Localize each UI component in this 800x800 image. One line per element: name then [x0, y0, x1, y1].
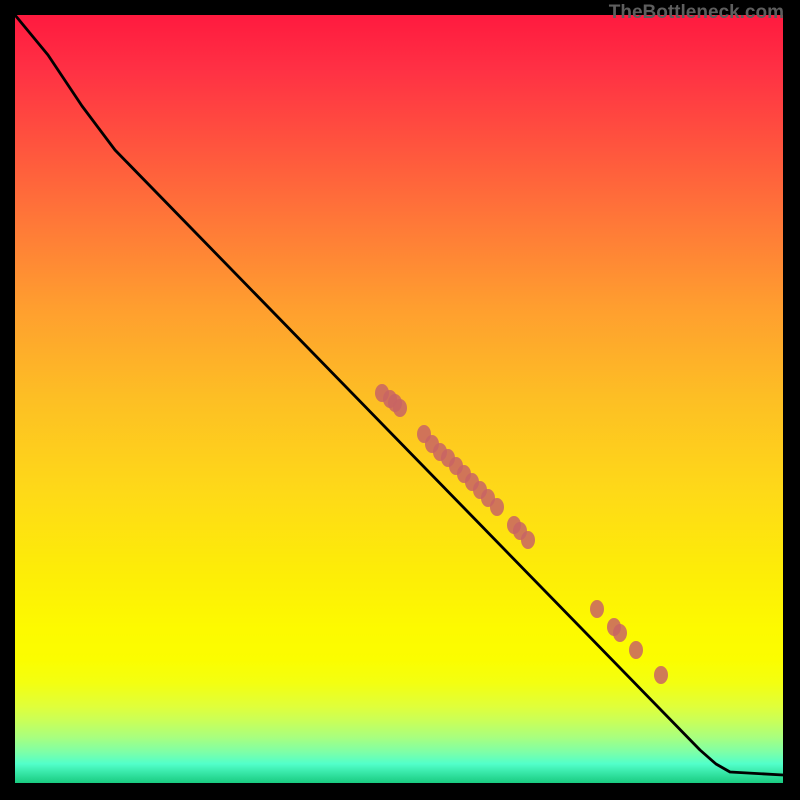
watermark-text: TheBottleneck.com — [609, 2, 784, 24]
curve-marker — [590, 600, 604, 618]
curve-markers — [375, 384, 668, 684]
curve-marker — [629, 641, 643, 659]
curve-marker — [393, 399, 407, 417]
chart-overlay — [0, 0, 800, 800]
curve-marker — [490, 498, 504, 516]
curve-marker — [654, 666, 668, 684]
curve-marker — [521, 531, 535, 549]
curve-marker — [613, 624, 627, 642]
curve-line — [15, 15, 783, 775]
